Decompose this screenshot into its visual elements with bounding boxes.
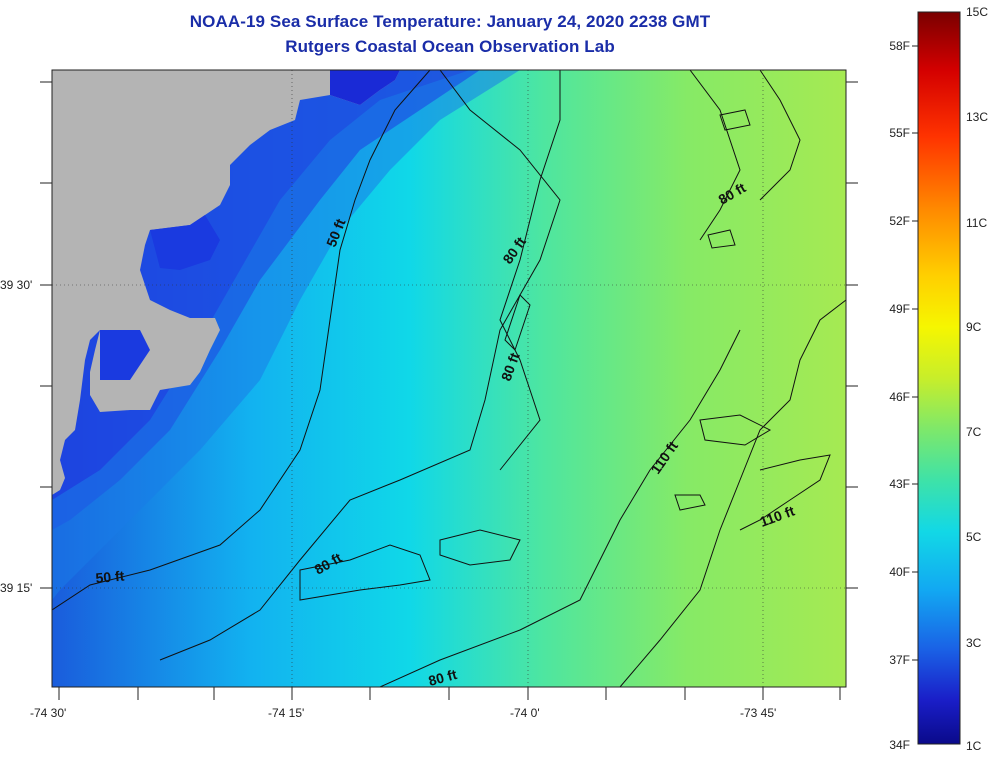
colorbar-c-label: 13C — [966, 110, 989, 124]
lon-label: -74 15' — [268, 706, 305, 720]
colorbar-c-label: 3C — [966, 636, 982, 650]
axis-ticks — [40, 81, 858, 700]
colorbar-c-label: 5C — [966, 530, 982, 544]
lon-label: -73 45' — [740, 706, 777, 720]
colorbar-f-label: 46F — [889, 390, 910, 404]
colorbar-f-label: 58F — [889, 39, 910, 53]
map-title: NOAA-19 Sea Surface Temperature: January… — [189, 12, 711, 31]
map-subtitle: Rutgers Coastal Ocean Observation Lab — [285, 37, 615, 56]
lat-label: 39 30' — [0, 278, 33, 292]
colorbar-f-label: 37F — [889, 653, 910, 667]
colorbar-c-label: 7C — [966, 425, 982, 439]
colorbar — [917, 11, 961, 745]
graticule — [52, 70, 846, 687]
colorbar-c-label: 1C — [966, 739, 982, 753]
colorbar-f-label: 40F — [889, 565, 910, 579]
lon-label: -74 0' — [510, 706, 540, 720]
colorbar-c-label: 11C — [966, 216, 988, 230]
land-mass — [52, 70, 400, 495]
colorbar-c-label: 9C — [966, 320, 982, 334]
colorbar-f-label: 55F — [889, 126, 910, 140]
lon-label: -74 30' — [30, 706, 67, 720]
colorbar-c-label: 15C — [966, 5, 989, 19]
depth-label: 50 ft — [95, 568, 125, 586]
colorbar-f-label: 43F — [889, 477, 910, 491]
colorbar-ticks — [912, 45, 918, 661]
depth-contours — [52, 70, 846, 687]
lat-label: 39 15' — [0, 581, 33, 595]
colorbar-f-label: 49F — [889, 302, 910, 316]
colorbar-f-label: 52F — [889, 214, 910, 228]
colorbar-f-label: 34F — [889, 738, 910, 752]
depth-label: 80 ft — [427, 666, 459, 689]
